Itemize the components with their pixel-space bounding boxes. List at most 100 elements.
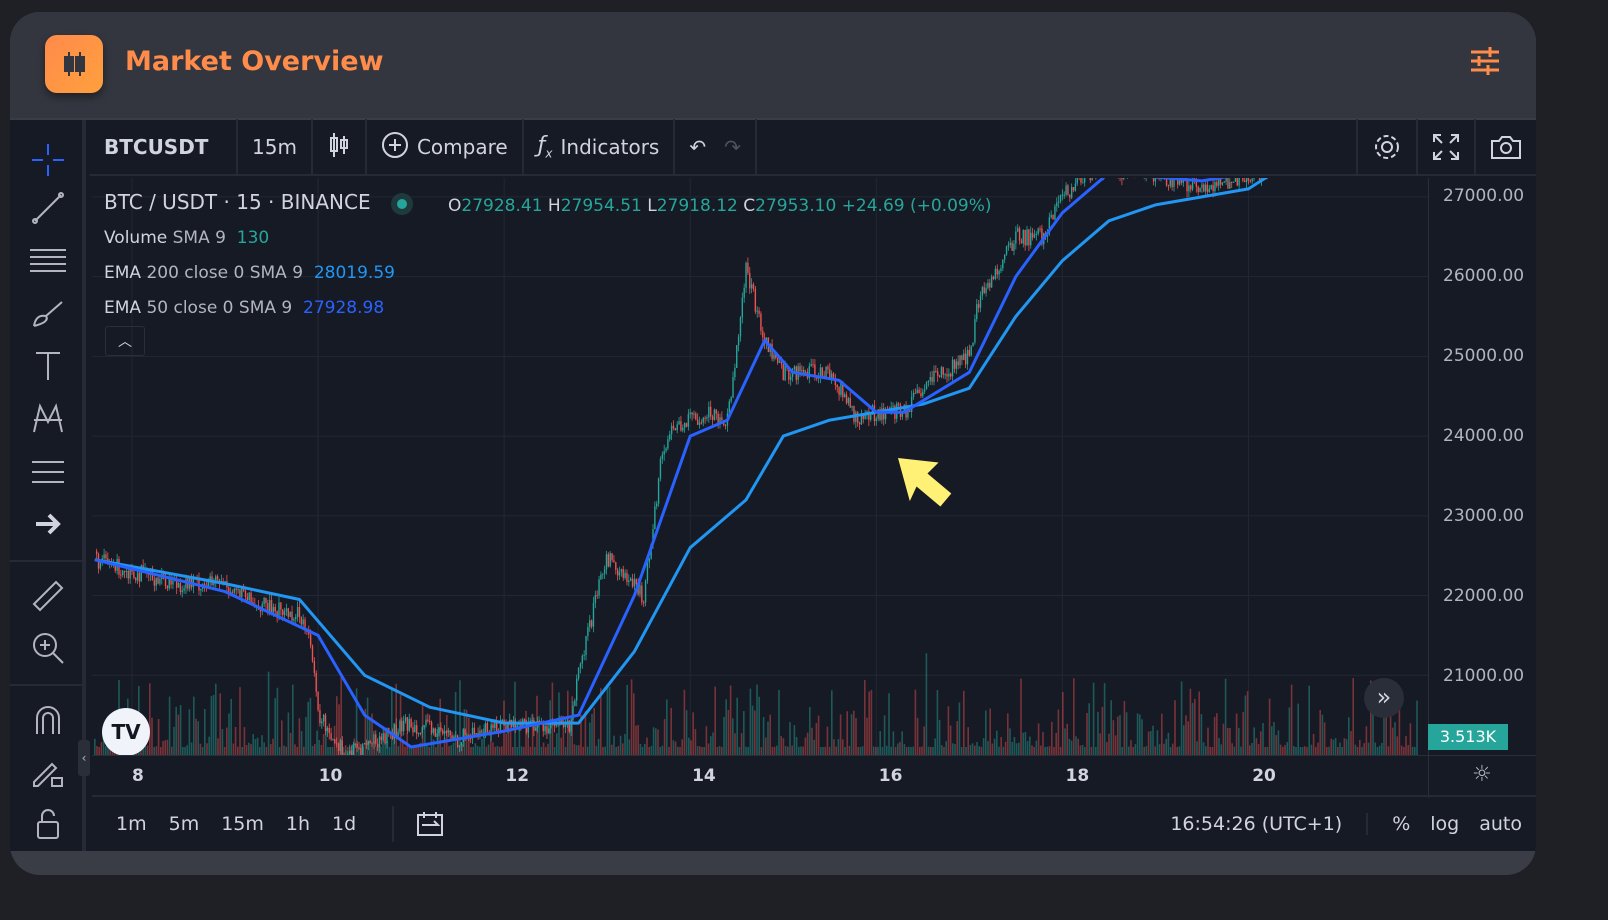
volume-bar — [179, 705, 182, 755]
candle-body — [598, 579, 600, 596]
volume-bar — [415, 745, 417, 755]
undo-icon[interactable]: ↶ — [689, 135, 707, 159]
axis-settings-icon[interactable]: ☼ — [1472, 762, 1492, 787]
volume-bar — [639, 743, 642, 755]
candle-body — [736, 345, 738, 368]
volume-bar — [690, 740, 692, 755]
range-button-1h[interactable]: 1h — [285, 813, 311, 835]
candle-body — [600, 574, 602, 580]
candle-body — [209, 576, 211, 581]
candle-body — [950, 373, 952, 377]
candle-body — [1186, 179, 1188, 192]
volume-bar — [936, 690, 939, 755]
volume-bar — [342, 746, 345, 755]
interval-label: 15m — [252, 135, 297, 159]
volume-bar — [144, 746, 147, 755]
range-button-1m[interactable]: 1m — [116, 813, 147, 835]
range-button-1d[interactable]: 1d — [332, 813, 357, 835]
price-axis[interactable]: 27000.00 26000.00 25000.00 24000.00 23000.00… — [1428, 178, 1536, 798]
tradingview-logo[interactable]: TV — [102, 708, 150, 756]
brush-icon[interactable] — [28, 294, 68, 334]
volume-bar — [969, 744, 972, 755]
candle-body — [1165, 178, 1168, 186]
chart-type-button[interactable] — [313, 119, 367, 175]
crosshair-icon[interactable] — [28, 140, 68, 180]
percent-toggle[interactable]: % — [1366, 813, 1410, 835]
candle-body — [1167, 185, 1170, 187]
volume-bar — [881, 746, 884, 755]
symbol-button[interactable]: BTCUSDT — [90, 119, 238, 175]
zoom-in-icon[interactable] — [28, 628, 68, 668]
compare-button[interactable]: Compare — [367, 119, 524, 175]
price-chart[interactable] — [92, 178, 1428, 755]
volume-bar — [351, 744, 353, 755]
auto-toggle[interactable]: auto — [1479, 813, 1522, 835]
indicators-button[interactable]: ƒx Indicators — [524, 119, 676, 175]
volume-bar — [1191, 702, 1194, 755]
volume-bar — [1062, 691, 1064, 755]
sliders-icon[interactable] — [1470, 46, 1500, 80]
volume-bar — [1059, 746, 1062, 755]
candle-body — [203, 583, 206, 586]
volume-bar — [1042, 731, 1044, 755]
candle-body — [380, 736, 383, 741]
candle-body — [382, 733, 384, 741]
volume-bar — [243, 727, 246, 755]
volume-bar — [842, 739, 844, 755]
volume-bar — [1216, 713, 1218, 755]
trend-line-icon[interactable] — [28, 188, 68, 228]
volume-bar — [1400, 745, 1403, 755]
candle-body — [425, 719, 427, 726]
volume-bar — [932, 747, 934, 755]
pattern-icon[interactable] — [28, 398, 68, 438]
lock-drawing-icon[interactable] — [28, 752, 68, 792]
fib-icon[interactable] — [28, 452, 68, 492]
volume-bar — [1295, 746, 1297, 755]
volume-bar — [751, 705, 754, 755]
unlock-icon[interactable] — [28, 804, 68, 844]
settings-icon[interactable] — [1356, 119, 1416, 175]
volume-bar — [303, 746, 305, 755]
log-toggle[interactable]: log — [1430, 813, 1460, 835]
redo-icon[interactable]: ↷ — [724, 135, 741, 159]
ruler-icon[interactable] — [28, 576, 68, 616]
collapse-toolbar-handle[interactable]: ‹ — [78, 740, 90, 776]
camera-icon[interactable] — [1474, 119, 1536, 175]
candle-body — [948, 373, 950, 377]
candle-body — [335, 743, 338, 745]
volume-bar — [325, 726, 327, 755]
scroll-to-latest-button[interactable]: » — [1364, 678, 1404, 718]
candle-body — [449, 730, 451, 736]
volume-bar — [780, 736, 782, 755]
separator: · — [223, 190, 230, 214]
volume-bar — [380, 746, 382, 755]
text-icon[interactable] — [28, 346, 68, 386]
volume-bar — [210, 696, 213, 755]
clock[interactable]: 16:54:26 (UTC+1) — [1170, 813, 1343, 835]
volume-bar — [1416, 700, 1418, 755]
volume-bar — [1209, 746, 1211, 755]
candle-body — [933, 371, 935, 382]
volume-bar — [899, 741, 901, 755]
volume-bar — [1172, 743, 1174, 755]
fullscreen-icon[interactable] — [1416, 119, 1474, 175]
horizontal-lines-icon[interactable] — [28, 240, 68, 280]
candle-body — [1059, 195, 1062, 202]
range-button-5m[interactable]: 5m — [168, 813, 200, 835]
volume-bar — [875, 746, 877, 755]
volume-bar — [316, 730, 318, 755]
candle-body — [181, 590, 183, 593]
volume-bar — [663, 719, 666, 755]
magnet-icon[interactable] — [28, 700, 68, 740]
time-axis[interactable]: ☼ 8 10 12 14 16 18 20 — [92, 755, 1536, 795]
interval-button[interactable]: 15m — [238, 119, 313, 175]
volume-bar — [685, 710, 688, 755]
candle-body — [1232, 181, 1235, 183]
arrow-right-icon[interactable] — [28, 504, 68, 544]
volume-bar — [388, 746, 391, 755]
low-label: L — [647, 196, 657, 216]
volume-bar — [974, 745, 976, 755]
date-range-icon[interactable] — [392, 806, 444, 842]
collapse-legend-button[interactable]: ︿ — [105, 326, 145, 356]
range-button-15m[interactable]: 15m — [221, 813, 264, 835]
